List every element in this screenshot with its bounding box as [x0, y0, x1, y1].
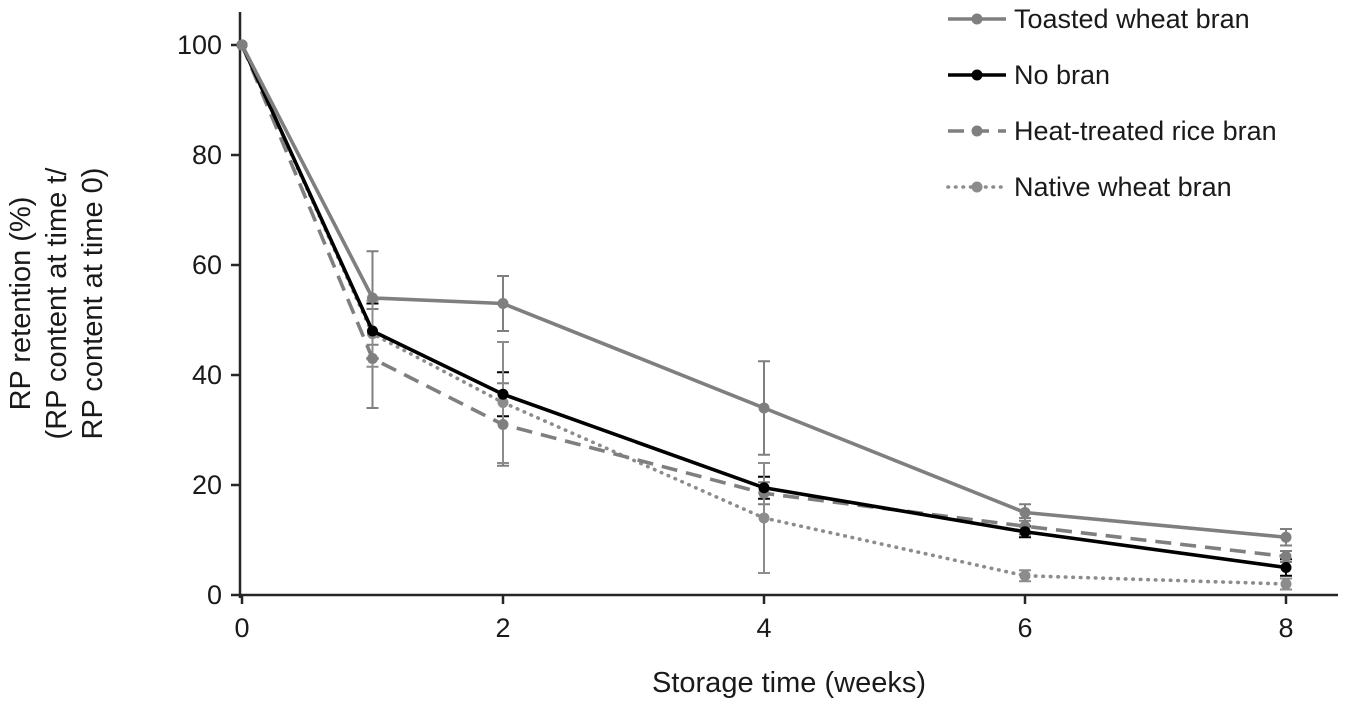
marker-no-bran: [1019, 526, 1031, 538]
x-axis-title: Storage time (weeks): [652, 667, 926, 699]
x-tick-label: 0: [234, 613, 249, 643]
marker-native-wheat-bran: [1280, 578, 1292, 590]
marker-native-wheat-bran: [1019, 570, 1031, 582]
error-bars-native-wheat-bran: [366, 299, 1292, 591]
legend-marker: [971, 125, 983, 137]
marker-no-bran: [1280, 562, 1292, 573]
marker-heat-treated-rice-bran: [497, 419, 509, 430]
y-tick-label: 80: [192, 140, 222, 170]
y-tick-label: 100: [177, 30, 222, 60]
legend-marker: [971, 181, 983, 193]
marker-no-bran: [367, 325, 378, 337]
marker-native-wheat-bran: [497, 397, 509, 408]
legend-label: Heat-treated rice bran: [1014, 116, 1277, 146]
x-tick-label: 4: [756, 613, 771, 643]
x-tick-label: 2: [495, 613, 510, 643]
y-tick-label: 20: [192, 470, 222, 500]
y-axis-title-line: RP content at time 0): [77, 168, 109, 440]
marker-heat-treated-rice-bran: [1280, 551, 1292, 562]
y-tick-label: 60: [192, 250, 222, 280]
legend-item-toasted-wheat-bran: Toasted wheat bran: [948, 4, 1250, 34]
y-tick-label: 0: [207, 580, 222, 610]
series-line-heat-treated-rice-bran: [240, 44, 1287, 559]
marker-native-wheat-bran: [758, 512, 770, 524]
marker-heat-treated-rice-bran: [367, 353, 378, 364]
error-bars-no-bran: [366, 302, 1292, 577]
legend-item-no-bran: No bran: [948, 60, 1110, 90]
series-line-toasted-wheat-bran: [240, 44, 1287, 540]
marker-no-bran: [758, 482, 770, 494]
y-axis-title-line: RP retention (%): [5, 197, 37, 411]
marker-no-bran: [497, 388, 509, 400]
x-tick-label: 8: [1278, 613, 1293, 643]
axes: 0 20 40 60 80 100 0 2 4 6 8 Storage time (weeks) RP …: [5, 12, 1338, 699]
legend-item-heat-treated-rice-bran: Heat-treated rice bran: [948, 116, 1277, 146]
legend: Toasted wheat bran No bran Heat-treated ri…: [946, 4, 1277, 202]
series-toasted-wheat-bran: [236, 39, 1292, 543]
marker-toasted-wheat-bran: [236, 39, 248, 51]
legend-label: Toasted wheat bran: [1014, 4, 1250, 34]
marker-toasted-wheat-bran: [1280, 531, 1292, 543]
legend-marker: [971, 69, 983, 81]
legend-label: No bran: [1014, 60, 1110, 90]
marker-toasted-wheat-bran: [367, 292, 378, 304]
legend-item-native-wheat-bran: Native wheat bran: [946, 172, 1232, 202]
marker-toasted-wheat-bran: [497, 298, 509, 309]
legend-marker: [971, 13, 983, 25]
marker-toasted-wheat-bran: [1019, 507, 1031, 518]
y-axis-title-line: (RP content at time t/: [41, 167, 73, 440]
marker-toasted-wheat-bran: [758, 402, 770, 414]
legend-label: Native wheat bran: [1014, 172, 1232, 202]
y-tick-label: 40: [192, 360, 222, 390]
x-tick-label: 6: [1017, 613, 1032, 643]
series-line-no-bran: [240, 44, 1287, 570]
